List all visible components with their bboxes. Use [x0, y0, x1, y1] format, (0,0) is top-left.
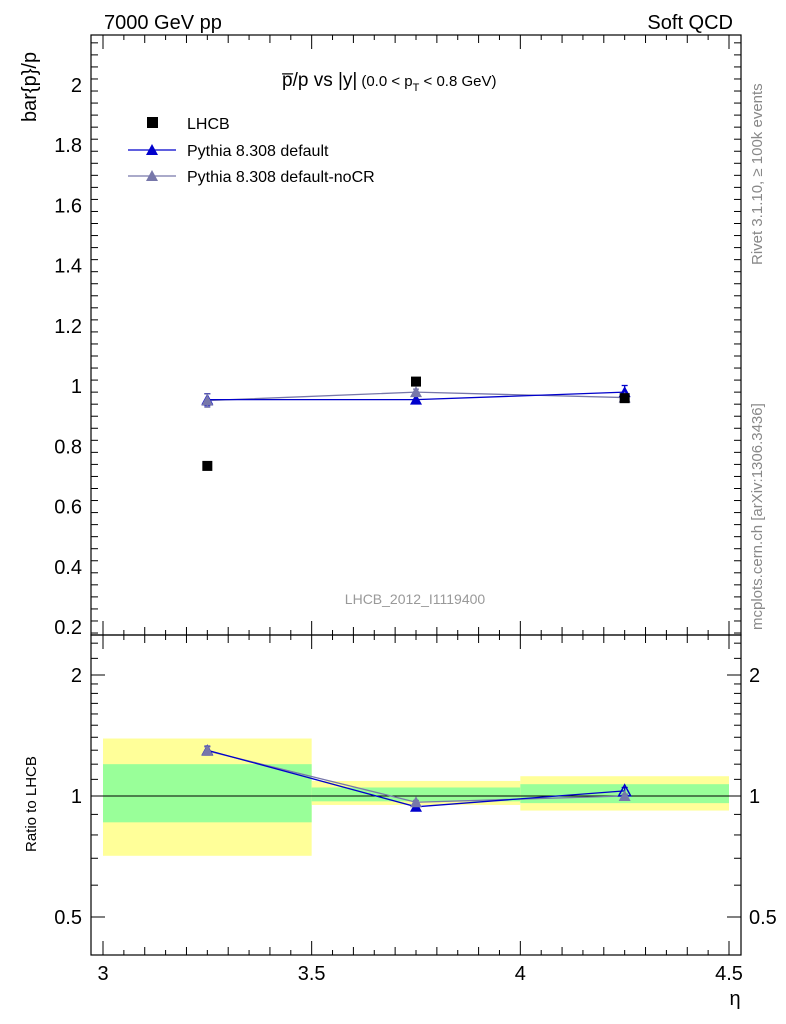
x-tick-label: 4.5: [715, 963, 743, 985]
x-tick-label: 4: [515, 963, 526, 985]
legend-marker-nocr: [146, 170, 158, 181]
y-tick-label: 0.2: [54, 617, 82, 639]
point-nocr: [410, 386, 422, 398]
ratio-y-tick-label-right: 2: [749, 665, 760, 687]
ratio-xlabel: η: [729, 988, 740, 1010]
main-title: p̅/p vs |y| (0.0 < pT < 0.8 GeV): [282, 70, 497, 94]
rivet-label: Rivet 3.1.10, ≥ 100k events: [749, 83, 766, 265]
y-tick-label: 0.6: [54, 497, 82, 519]
point-lhcb: [202, 460, 213, 471]
title-sub: T: [413, 82, 420, 94]
legend-label-lhcb: LHCB: [187, 116, 230, 133]
ratio-ylabel: Ratio to LHCB: [23, 756, 40, 852]
legend: LHCB Pythia 8.308 default Pythia 8.308 d…: [128, 116, 375, 186]
header-left-label: 7000 GeV pp: [104, 12, 222, 34]
ratio-point-nocr: [201, 744, 214, 756]
ratio-point-nocr: [410, 796, 422, 808]
legend-marker-default: [146, 144, 158, 155]
point-lhcb: [411, 376, 421, 387]
ratio-band-inner-0: [103, 764, 312, 823]
x-tick-label: 3.5: [298, 963, 326, 985]
y-tick-label: 0.4: [54, 557, 82, 579]
x-tick-label: 3: [97, 963, 108, 985]
y-tick-label: 0.8: [54, 436, 82, 458]
y-tick-label: 1: [71, 376, 82, 398]
point-nocr: [201, 394, 214, 406]
ratio-y-tick-label-left: 0.5: [54, 907, 82, 929]
ratio-y-tick-label-right: 0.5: [749, 907, 777, 929]
ratio-point-nocr: [618, 790, 631, 801]
ratio-band-inner-1: [311, 787, 521, 802]
header-right-label: Soft QCD: [647, 12, 733, 34]
title-main: p̅/p vs |y|: [282, 70, 358, 91]
point-default: [410, 393, 422, 405]
main-ylabel: bar{p}/p: [19, 52, 41, 122]
legend-label-default: Pythia 8.308 default: [187, 143, 329, 160]
y-tick-label: 2: [71, 75, 82, 97]
y-tick-label: 1.8: [54, 135, 82, 157]
ratio-y-tick-label-left: 1: [71, 786, 82, 808]
y-tick-label: 1.4: [54, 256, 82, 278]
y-tick-label: 1.6: [54, 195, 82, 217]
title-range: (0.0 < p: [361, 73, 412, 90]
point-lhcb: [619, 393, 630, 404]
title-tail: < 0.8 GeV): [419, 73, 496, 90]
ratio-y-tick-label-left: 2: [71, 665, 82, 687]
ratio-y-tick-label-right: 1: [749, 786, 760, 808]
legend-marker-lhcb: [147, 117, 158, 128]
y-tick-label: 1.2: [54, 316, 82, 338]
analysis-watermark: LHCB_2012_I1119400: [345, 591, 486, 607]
legend-label-nocr: Pythia 8.308 default-noCR: [187, 169, 375, 186]
mcplots-label: mcplots.cern.ch [arXiv:1306.3436]: [749, 403, 766, 630]
